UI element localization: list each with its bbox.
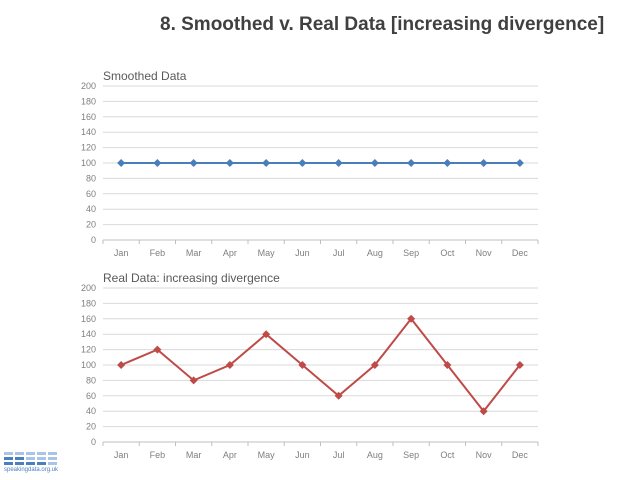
y-tick-label: 60 (86, 189, 96, 199)
data-point (370, 159, 379, 167)
x-tick-label: Jul (333, 450, 345, 460)
y-tick-label: 140 (81, 127, 96, 137)
y-tick-label: 180 (81, 298, 96, 308)
data-point (407, 314, 416, 323)
real-data-chart: Real Data: increasing divergence 0 20 40 60 8… (81, 271, 539, 460)
y-tick-label: 80 (86, 375, 96, 385)
y-tick-label: 0 (91, 235, 96, 245)
smoothed-data-chart: Smoothed Data 0 20 40 60 80 100 120 140 160 180 200… (81, 69, 539, 258)
x-tick-label: Jun (295, 450, 310, 460)
data-point (262, 159, 271, 167)
x-tick-label: Aug (367, 248, 383, 258)
data-point (334, 159, 343, 167)
x-tick-label: Nov (476, 450, 493, 460)
y-tick-label: 80 (86, 173, 96, 183)
data-point (443, 361, 452, 369)
data-point (443, 159, 452, 167)
x-tick-label: Oct (440, 450, 455, 460)
x-tick-label: Apr (223, 248, 237, 258)
y-tick-label: 160 (81, 112, 96, 122)
y-tick-label: 120 (81, 143, 96, 153)
x-tick-label: Nov (476, 248, 493, 258)
data-point (117, 159, 126, 167)
x-tick-label: May (258, 248, 276, 258)
slide-title: 8. Smoothed v. Real Data [increasing div… (160, 14, 605, 35)
y-tick-label: 20 (86, 220, 96, 230)
x-tick-label: Feb (150, 248, 166, 258)
data-point (298, 361, 307, 369)
data-point (407, 159, 416, 167)
x-tick-label: Mar (186, 248, 202, 258)
x-tick-label: Jan (114, 248, 129, 258)
y-tick-label: 40 (86, 406, 96, 416)
data-point (189, 159, 198, 167)
data-point (515, 159, 524, 167)
y-tick-label: 0 (91, 437, 96, 447)
data-point (225, 361, 234, 369)
x-tick-label: Jun (295, 248, 310, 258)
data-point (189, 376, 198, 385)
y-tick-label: 100 (81, 158, 96, 168)
data-point (334, 391, 343, 400)
chart-title: Smoothed Data (103, 69, 187, 83)
y-tick-label: 60 (86, 391, 96, 401)
y-tick-label: 120 (81, 345, 96, 355)
x-tick-label: Dec (512, 248, 529, 258)
y-tick-label: 40 (86, 204, 96, 214)
logo-text: speakingdata.org.uk (4, 467, 59, 473)
data-point (370, 361, 379, 369)
y-tick-label: 180 (81, 96, 96, 106)
data-point (479, 159, 488, 167)
data-point (262, 330, 271, 339)
x-tick-label: Aug (367, 450, 383, 460)
y-tick-label: 100 (81, 360, 96, 370)
x-tick-label: May (258, 450, 276, 460)
data-point (479, 407, 488, 416)
y-tick-label: 20 (86, 422, 96, 432)
x-tick-label: Feb (150, 450, 166, 460)
y-tick-label: 160 (81, 314, 96, 324)
y-tick-label: 200 (81, 81, 96, 91)
x-tick-label: Jul (333, 248, 345, 258)
y-tick-label: 140 (81, 329, 96, 339)
speakingdata-logo: speakingdata.org.uk (4, 452, 68, 478)
y-tick-label: 200 (81, 283, 96, 293)
data-point (153, 159, 162, 167)
data-point (225, 159, 234, 167)
logo-bars-icon (4, 452, 68, 465)
x-tick-label: Jan (114, 450, 129, 460)
chart-title: Real Data: increasing divergence (103, 271, 280, 285)
x-tick-label: Dec (512, 450, 529, 460)
x-tick-label: Oct (440, 248, 455, 258)
x-tick-label: Sep (403, 450, 419, 460)
data-point (515, 361, 524, 369)
series-line (120, 317, 521, 413)
x-tick-label: Mar (186, 450, 202, 460)
x-tick-label: Sep (403, 248, 419, 258)
data-point (153, 345, 162, 354)
x-tick-label: Apr (223, 450, 237, 460)
data-point (298, 159, 307, 167)
data-point (117, 361, 126, 369)
